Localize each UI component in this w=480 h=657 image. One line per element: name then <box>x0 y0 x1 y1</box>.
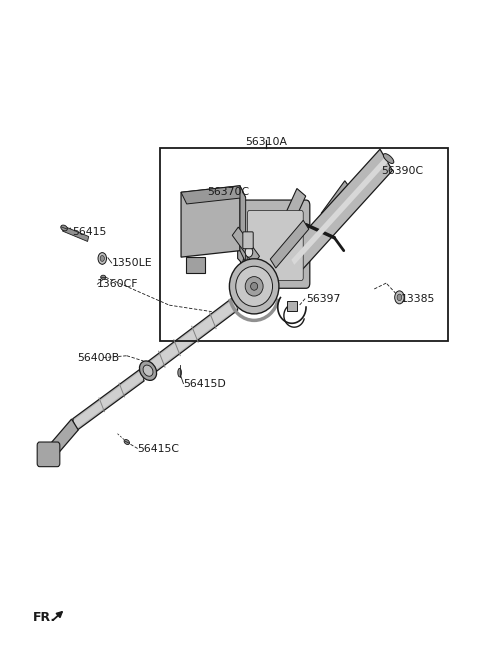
Polygon shape <box>232 227 260 265</box>
Text: FR.: FR. <box>33 610 56 623</box>
Bar <box>160 148 447 342</box>
Ellipse shape <box>229 259 279 314</box>
Ellipse shape <box>124 440 130 445</box>
Polygon shape <box>181 186 246 204</box>
Ellipse shape <box>101 275 106 279</box>
Circle shape <box>98 252 107 264</box>
FancyBboxPatch shape <box>37 442 60 466</box>
Ellipse shape <box>178 369 181 377</box>
Text: 56415: 56415 <box>72 227 107 237</box>
Polygon shape <box>47 419 78 459</box>
Text: 56370C: 56370C <box>207 187 249 197</box>
Ellipse shape <box>61 225 67 231</box>
Text: 56310A: 56310A <box>245 137 287 147</box>
Text: 56390C: 56390C <box>382 166 424 176</box>
Polygon shape <box>291 157 388 265</box>
Ellipse shape <box>236 266 273 306</box>
Circle shape <box>245 247 253 257</box>
Text: 56415D: 56415D <box>183 378 226 389</box>
Circle shape <box>397 294 402 301</box>
Circle shape <box>100 256 104 261</box>
Text: 1360CF: 1360CF <box>97 279 139 289</box>
Text: 56400B: 56400B <box>77 353 120 363</box>
Polygon shape <box>240 186 246 262</box>
Polygon shape <box>72 369 144 430</box>
Polygon shape <box>144 300 237 376</box>
Ellipse shape <box>139 361 156 380</box>
Polygon shape <box>73 371 144 428</box>
Polygon shape <box>181 186 240 257</box>
Polygon shape <box>240 251 252 269</box>
Text: 13385: 13385 <box>400 294 435 304</box>
Ellipse shape <box>143 365 153 376</box>
Circle shape <box>395 291 404 304</box>
Text: 1350LE: 1350LE <box>112 258 152 268</box>
Ellipse shape <box>251 283 258 290</box>
Polygon shape <box>321 181 352 223</box>
FancyBboxPatch shape <box>248 210 303 281</box>
Polygon shape <box>238 233 247 263</box>
Polygon shape <box>62 226 89 242</box>
Polygon shape <box>273 189 306 248</box>
FancyBboxPatch shape <box>243 232 253 249</box>
Bar <box>287 302 297 311</box>
Ellipse shape <box>384 154 394 164</box>
Ellipse shape <box>245 277 263 296</box>
FancyBboxPatch shape <box>241 200 310 288</box>
Polygon shape <box>186 257 204 273</box>
Polygon shape <box>143 298 238 378</box>
Text: 56397: 56397 <box>306 294 340 304</box>
Polygon shape <box>270 220 309 268</box>
Polygon shape <box>286 149 393 274</box>
Text: 56415C: 56415C <box>138 443 180 453</box>
